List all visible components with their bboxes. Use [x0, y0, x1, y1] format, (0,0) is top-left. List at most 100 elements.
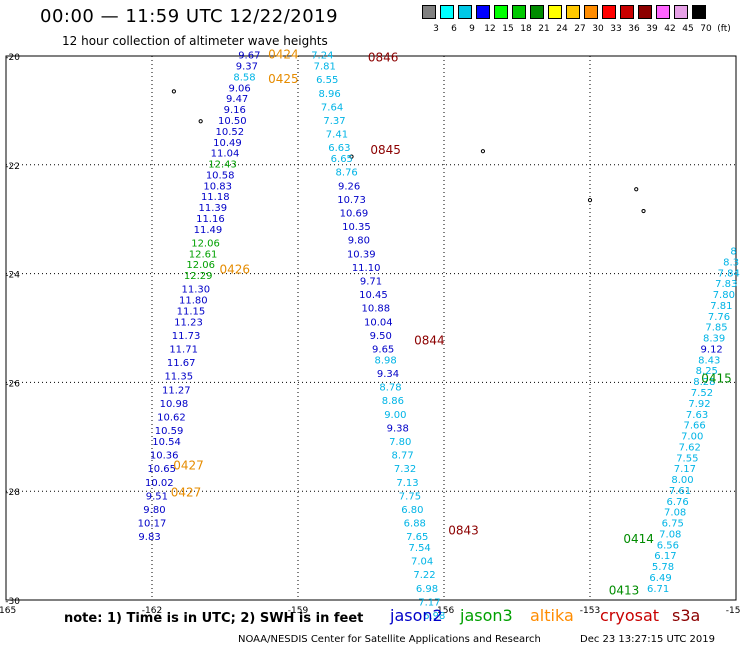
wave-height-value: 10.49 — [213, 138, 242, 149]
y-tick-label: -28 — [5, 488, 20, 498]
wave-height-value: 10.02 — [145, 478, 174, 489]
wave-height-value: 10.36 — [150, 451, 179, 462]
wave-height-value: 7.37 — [323, 116, 345, 127]
x-tick-label: -162 — [142, 606, 162, 616]
pass-time-label: 0846 — [368, 50, 399, 64]
wave-height-value: 8.86 — [382, 396, 404, 407]
color-scale-swatch — [656, 5, 670, 19]
wave-height-value: 7.22 — [413, 570, 435, 581]
wave-height-value: 7.80 — [713, 290, 735, 301]
wave-height-value: 7.41 — [326, 130, 348, 141]
wave-height-value: 8.28 — [693, 377, 715, 388]
footer-note: note: 1) Time is in UTC; 2) SWH is in fe… — [64, 611, 364, 626]
x-tick-label: -159 — [288, 606, 309, 616]
wave-height-value: 8.39 — [703, 334, 725, 345]
island-marker — [349, 154, 354, 159]
wave-height-value: 10.62 — [157, 412, 186, 423]
color-scale-label: 33 — [610, 24, 622, 34]
pass-time-label: 0427 — [173, 458, 204, 472]
wave-height-value: 11.67 — [167, 358, 196, 369]
y-tick-label: -26 — [5, 379, 20, 389]
color-scale-swatch — [476, 5, 490, 19]
wave-height-value: 7.66 — [684, 421, 706, 432]
color-scale-label: 45 — [682, 24, 694, 34]
wave-height-value: 11.10 — [352, 263, 381, 274]
wave-height-value: 10.04 — [364, 317, 393, 328]
wave-height-value: 6.56 — [657, 540, 679, 551]
color-scale-swatch — [494, 5, 508, 19]
wave-height-value: 7.24 — [311, 51, 333, 62]
wave-height-value: 11.35 — [164, 372, 193, 383]
wave-height-value: 10.88 — [362, 304, 391, 315]
color-scale-label: 15 — [502, 24, 514, 34]
legend-jason3: jason3 — [460, 606, 513, 625]
wave-height-value: 12.06 — [186, 260, 215, 271]
wave-height-value: 9.34 — [377, 369, 399, 380]
wave-height-value: 6.65 — [331, 154, 353, 165]
color-scale-label: 42 — [664, 24, 676, 34]
wave-height-value: 10.45 — [359, 290, 388, 301]
wave-height-value: 12.43 — [208, 160, 237, 171]
wave-height-value: 9.37 — [236, 62, 258, 73]
wave-height-value: 7.81 — [710, 301, 732, 312]
wave-height-value: 8.78 — [379, 383, 401, 394]
wave-height-value: 8.58 — [233, 72, 255, 83]
color-scale-label: 18 — [520, 24, 532, 34]
wave-height-value: 7.64 — [321, 102, 343, 113]
wave-height-value: 10.58 — [206, 170, 235, 181]
x-tick-label: -165 — [0, 606, 16, 616]
color-scale-swatch — [620, 5, 634, 19]
wave-height-value: 8.3 — [723, 257, 739, 268]
wave-height-value: 9.12 — [701, 344, 723, 355]
wave-height-value: 8 — [730, 247, 736, 258]
island-marker — [634, 187, 639, 192]
wave-height-value: 10.35 — [342, 222, 371, 233]
generation-timestamp: Dec 23 13:27:15 UTC 2019 — [580, 634, 715, 645]
wave-height-value: 9.65 — [372, 344, 394, 355]
wave-height-value: 7.17 — [674, 464, 696, 475]
wave-height-value: 7.17 — [418, 597, 440, 608]
y-tick-label: -20 — [5, 53, 20, 63]
credit-line: NOAA/NESDIS Center for Satellite Applica… — [238, 634, 541, 645]
color-scale-label: 30 — [592, 24, 604, 34]
wave-height-value: 11.16 — [196, 214, 225, 225]
wave-height-value: 7.81 — [314, 62, 336, 73]
color-scale-swatch — [422, 5, 436, 19]
pass-time-label: 0427 — [171, 486, 202, 500]
wave-height-value: 10.52 — [216, 127, 245, 138]
wave-height-value: 7.92 — [688, 399, 710, 410]
wave-height-value: 7.84 — [718, 268, 740, 279]
wave-height-value: 7.00 — [681, 432, 703, 443]
color-scale-swatch — [458, 5, 472, 19]
y-tick-label: -30 — [5, 597, 20, 607]
wave-height-value: 9.16 — [224, 105, 246, 116]
wave-height-value: 11.39 — [199, 203, 228, 214]
wave-height-value: 11.49 — [194, 225, 223, 236]
wave-height-value: 6.63 — [328, 143, 350, 154]
wave-height-value: 9.71 — [360, 276, 382, 287]
wave-height-value: 8.77 — [392, 451, 414, 462]
wave-height-value: 10.54 — [152, 437, 181, 448]
color-scale-label: 9 — [469, 24, 475, 34]
wave-height-value: 6.80 — [401, 505, 423, 516]
wave-height-value: 11.15 — [177, 306, 206, 317]
wave-height-value: 6.17 — [654, 551, 676, 562]
x-tick-label: -156 — [434, 606, 455, 616]
wave-height-value: 7.08 — [664, 508, 686, 519]
island-marker — [171, 89, 176, 94]
wave-height-value: 9.51 — [146, 491, 168, 502]
wave-height-value: 10.17 — [138, 519, 167, 530]
page-subtitle: 12 hour collection of altimeter wave hei… — [62, 34, 328, 48]
wave-height-value: 10.59 — [155, 426, 184, 437]
island-marker — [641, 208, 646, 214]
legend-jason2: jason2 — [390, 606, 443, 625]
legend-cryosat: cryosat — [600, 606, 660, 625]
wave-height-value: 6.88 — [404, 519, 426, 530]
wave-height-value: 7.76 — [708, 312, 730, 323]
wave-height-value: 9.83 — [138, 532, 160, 543]
wave-height-value: 9.06 — [228, 83, 250, 94]
wave-height-value: 8.43 — [698, 355, 720, 366]
wave-height-value: 9.26 — [338, 181, 360, 192]
wave-height-value: 6.71 — [647, 584, 669, 595]
wave-height-value: 6.98 — [416, 584, 438, 595]
